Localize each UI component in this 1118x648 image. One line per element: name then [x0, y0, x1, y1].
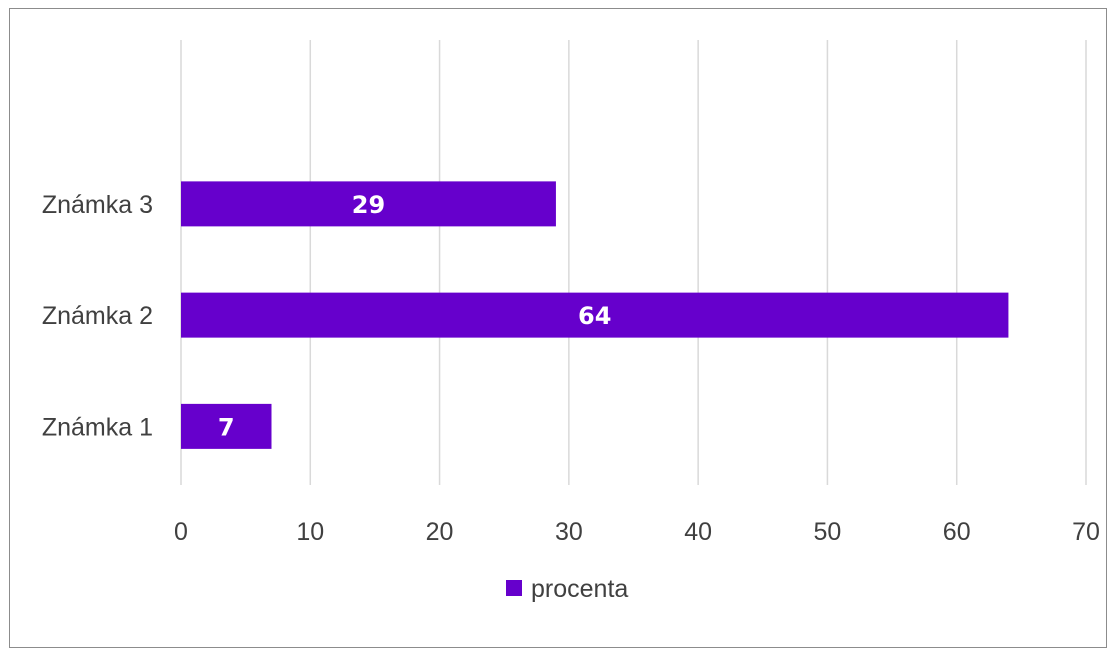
x-tick-label-0: 0 — [174, 518, 188, 546]
legend-swatch — [506, 580, 522, 596]
x-tick-label-60: 60 — [943, 518, 971, 546]
y-axis-category-labels: Známka 1 Známka 2 Známka 3 — [42, 191, 153, 442]
x-tick-label-30: 30 — [555, 518, 583, 546]
x-tick-label-10: 10 — [296, 518, 324, 546]
data-label-3: 29 — [352, 191, 385, 219]
data-label-2: 64 — [578, 302, 611, 330]
bar-3 — [181, 181, 556, 227]
bar-1 — [181, 403, 272, 449]
category-label-3: Známka 3 — [42, 191, 153, 219]
data-label-1: 7 — [218, 413, 235, 441]
legend: procenta — [506, 575, 628, 603]
gridlines — [180, 40, 1087, 485]
legend-label: procenta — [531, 575, 628, 603]
x-tick-label-40: 40 — [684, 518, 712, 546]
x-tick-label-50: 50 — [814, 518, 842, 546]
x-tick-label-20: 20 — [426, 518, 454, 546]
bar-2 — [181, 292, 1009, 338]
category-label-1: Známka 1 — [42, 413, 153, 441]
category-label-2: Známka 2 — [42, 302, 153, 330]
x-tick-label-70: 70 — [1072, 518, 1100, 546]
bars: 7 64 29 — [181, 181, 1009, 449]
x-axis-tick-labels: 0 10 20 30 40 50 60 70 — [174, 518, 1100, 546]
